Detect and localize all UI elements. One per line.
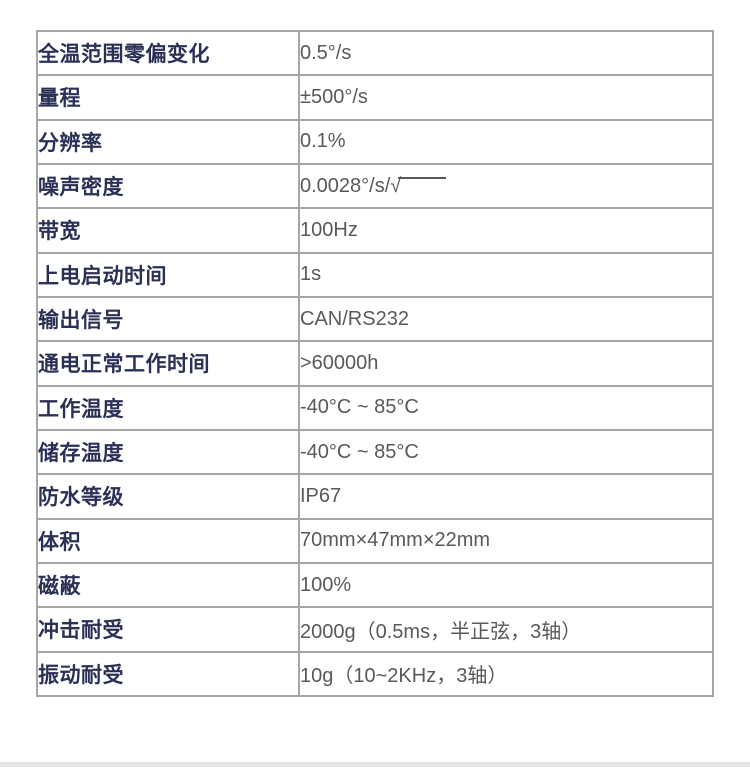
table-row: 上电启动时间 1s [36, 251, 714, 298]
spec-value: 0.5°/s [300, 41, 352, 64]
spec-value-cell: -40°C ~ 85°C [298, 428, 714, 476]
spec-label: 储存温度 [38, 442, 124, 466]
spec-label: 带宽 [38, 220, 81, 244]
spec-value-cell: >60000h [298, 340, 714, 387]
spec-label-cell: 上电启动时间 [36, 251, 300, 298]
table-row: 振动耐受 10g（10~2KHz，3轴） [36, 650, 714, 698]
spec-value: IP67 [300, 484, 342, 507]
spec-value: CAN/RS232 [300, 307, 409, 330]
spec-label-cell: 噪声密度 [36, 162, 300, 210]
bottom-divider-bar [0, 762, 750, 767]
spec-label-cell: 全温范围零偏变化 [36, 29, 300, 77]
spec-label: 噪声密度 [38, 176, 124, 200]
radical-overline [398, 176, 447, 179]
spec-label-cell: 体积 [36, 517, 300, 564]
table-row: 冲击耐受 2000g（0.5ms，半正弦，3轴） [36, 606, 714, 653]
spec-label-cell: 振动耐受 [36, 650, 300, 698]
spec-value: 2000g（0.5ms，半正弦，3轴） [300, 620, 582, 643]
spec-label: 全温范围零偏变化 [38, 43, 210, 67]
table-row: 全温范围零偏变化 0.5°/s [36, 29, 714, 77]
spec-value-cell: 70mm×47mm×22mm [298, 517, 714, 564]
spec-label-cell: 储存温度 [36, 428, 300, 476]
spec-value: >60000h [300, 351, 379, 374]
spec-label: 防水等级 [38, 486, 124, 510]
spec-value-cell: CAN/RS232 [298, 295, 714, 343]
spec-label-cell: 防水等级 [36, 473, 300, 520]
table-row: 噪声密度 0.0028°/s/√ [36, 162, 714, 210]
spec-label-cell: 通电正常工作时间 [36, 340, 300, 387]
spec-value-cell: 2000g（0.5ms，半正弦，3轴） [298, 606, 714, 653]
spec-value-cell: 10g（10~2KHz，3轴） [298, 650, 714, 698]
table-row: 磁蔽 100% [36, 561, 714, 609]
spec-value-cell: 100% [298, 561, 714, 609]
spec-value: -40°C ~ 85°C [300, 440, 419, 463]
spec-value-cell: ±500°/s [298, 74, 714, 121]
spec-value-cell: IP67 [298, 473, 714, 520]
spec-value-cell: 1s [298, 251, 714, 298]
spec-value: -40°C ~ 85°C [300, 396, 419, 419]
spec-label: 量程 [38, 87, 81, 111]
spec-label: 工作温度 [38, 397, 124, 421]
table-row: 量程 ±500°/s [36, 74, 714, 121]
spec-value-cell: 0.5°/s [298, 29, 714, 77]
spec-value: 0.1% [300, 130, 346, 153]
spec-value: 0.0028°/s/√ [300, 174, 402, 197]
spec-value: 70mm×47mm×22mm [300, 529, 491, 552]
spec-value-cell: 100Hz [298, 207, 714, 254]
spec-value: ±500°/s [300, 85, 368, 108]
spec-label-cell: 输出信号 [36, 295, 300, 343]
spec-value-cell: 0.1% [298, 118, 714, 165]
table-row: 工作温度 -40°C ~ 85°C [36, 384, 714, 431]
spec-label-cell: 冲击耐受 [36, 606, 300, 653]
spec-label: 分辨率 [38, 131, 103, 155]
spec-label: 上电启动时间 [38, 264, 167, 288]
spec-value: 100% [300, 573, 352, 596]
spec-label: 输出信号 [38, 309, 124, 333]
spec-label: 通电正常工作时间 [38, 353, 210, 377]
spec-label: 振动耐受 [38, 663, 124, 687]
spec-label: 磁蔽 [38, 575, 81, 599]
table-row: 储存温度 -40°C ~ 85°C [36, 428, 714, 476]
spec-label-cell: 分辨率 [36, 118, 300, 165]
spec-label-cell: 带宽 [36, 207, 300, 254]
table-row: 通电正常工作时间 >60000h [36, 340, 714, 387]
spec-label: 体积 [38, 530, 81, 554]
spec-label-cell: 磁蔽 [36, 561, 300, 609]
spec-value: 10g（10~2KHz，3轴） [300, 665, 508, 688]
spec-label-cell: 量程 [36, 74, 300, 121]
spec-label-cell: 工作温度 [36, 384, 300, 431]
table-row: 输出信号 CAN/RS232 [36, 295, 714, 343]
spec-value-cell: 0.0028°/s/√ [298, 162, 714, 210]
spec-label: 冲击耐受 [38, 619, 124, 643]
spec-value: 1s [300, 263, 322, 286]
spec-value: 100Hz [300, 218, 358, 241]
table-row: 防水等级 IP67 [36, 473, 714, 520]
spec-value-cell: -40°C ~ 85°C [298, 384, 714, 431]
spec-table: 全温范围零偏变化 0.5°/s 量程 ±500°/s 分辨率 0.1% 噪声密度… [36, 29, 714, 698]
table-row: 带宽 100Hz [36, 207, 714, 254]
table-row: 体积 70mm×47mm×22mm [36, 517, 714, 564]
table-row: 分辨率 0.1% [36, 118, 714, 165]
